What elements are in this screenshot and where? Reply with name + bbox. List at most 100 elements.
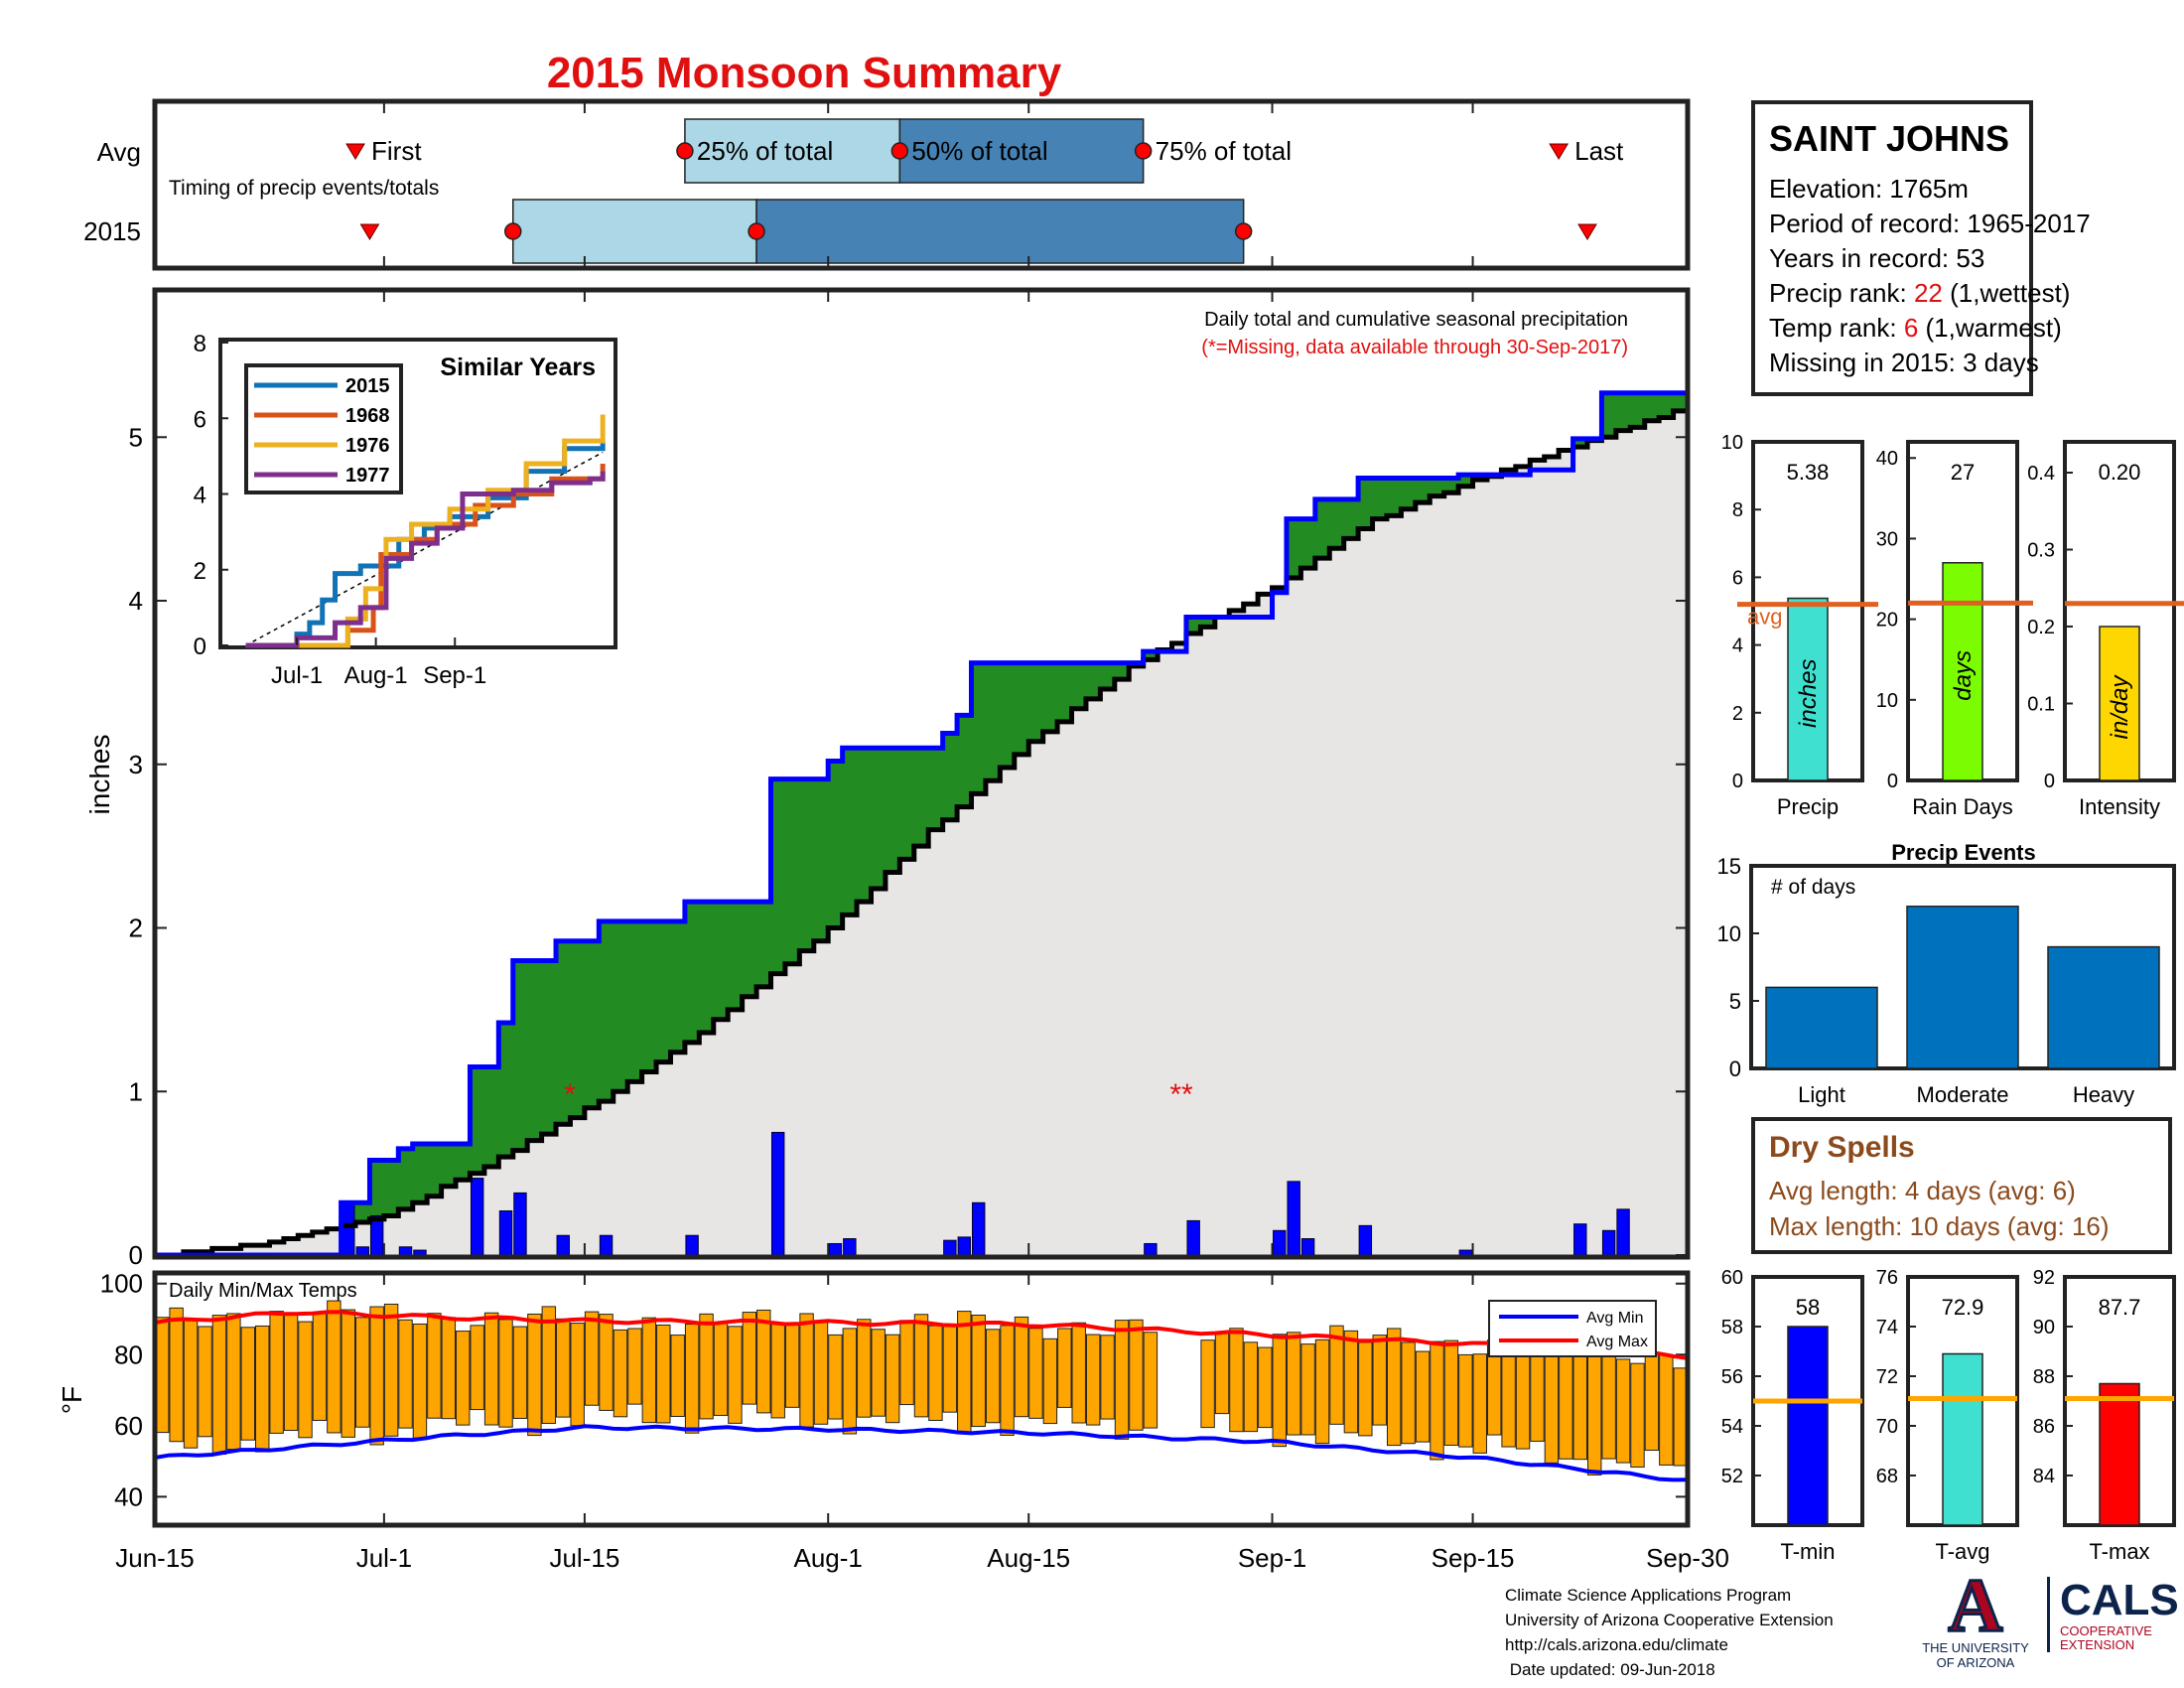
daily-temp-range-bar <box>512 1326 528 1419</box>
daily-temp-range-bar <box>985 1329 1001 1424</box>
temp-y-tick-label: 80 <box>114 1339 143 1369</box>
timing-row-avg: Avg <box>97 137 141 167</box>
surplus-fill <box>456 1143 472 1181</box>
avg-min-line <box>154 1424 1689 1482</box>
inset-legend-label: 2015 <box>345 375 390 397</box>
daily-temp-range-bar <box>770 1324 785 1419</box>
temp-bar-t-min <box>1787 1326 1829 1526</box>
daily-temp-range-bar <box>871 1329 886 1417</box>
surplus-fill <box>398 1148 414 1209</box>
daily-temp-range-bar <box>784 1324 800 1408</box>
daily-temp-range-bar <box>1386 1328 1402 1447</box>
temp-y-tick-label: 100 <box>100 1269 143 1299</box>
temperature-bars: 58 T-min 52 54 56 58 60 72.9 T-avg 68 70 72 74 76 87.7… <box>1721 1267 2176 1564</box>
surplus-fill <box>957 715 973 807</box>
summary-y-tick-label: 30 <box>1876 528 1898 550</box>
inset-series-1968 <box>245 464 606 648</box>
surplus-fill <box>1014 662 1029 755</box>
daily-temp-range-bar <box>799 1313 814 1428</box>
timing-label-last: Last <box>1574 136 1624 166</box>
events-category-label: Light <box>1798 1082 1845 1107</box>
surplus-fill <box>985 662 1001 781</box>
inset-legend-label: 1976 <box>345 435 390 457</box>
legend-avg-max: Avg Max <box>1586 1334 1648 1350</box>
summary-y-tick-label: 20 <box>1876 610 1898 632</box>
x-tick-label: Sep-15 <box>1432 1543 1515 1573</box>
temp-rank: Temp rank: 6 (1,warmest) <box>1769 313 2062 343</box>
surplus-fill <box>1343 498 1359 539</box>
summary-y-tick-label: 10 <box>1876 690 1898 712</box>
temps-title: Daily Min/Max Temps <box>169 1280 357 1302</box>
daily-precip-bar <box>1186 1219 1200 1256</box>
daily-temp-range-bar <box>556 1318 571 1418</box>
daily-temp-range-bar <box>885 1334 900 1424</box>
surplus-fill <box>1358 478 1374 529</box>
surplus-fill <box>1644 392 1660 421</box>
surplus-fill <box>1601 392 1617 438</box>
summary-unit: days <box>1950 650 1977 701</box>
daily-temp-range-bar <box>169 1307 184 1443</box>
daily-precip-bar <box>398 1246 413 1256</box>
events-y-tick-label: 0 <box>1729 1056 1741 1081</box>
daily-temp-range-bar <box>1358 1341 1373 1437</box>
elevation: Elevation: 1765m <box>1769 174 1969 204</box>
surplus-fill <box>1430 478 1445 496</box>
surplus-fill <box>627 920 643 1082</box>
summary-value: 5.38 <box>1787 460 1830 485</box>
surplus-fill <box>770 778 786 974</box>
summary-bar-precip <box>1787 597 1829 781</box>
daily-temp-range-bar <box>527 1313 542 1437</box>
period-of-record: Period of record: 1965-2017 <box>1769 209 2091 238</box>
daily-temp-range-bar <box>541 1306 557 1425</box>
similar-years-inset: 0 2 4 6 8 Jul-1 Aug-1 Sep-1 2015 1968 1976 1977 Sim… <box>194 331 617 689</box>
temp-bar-y-tick-label: 72 <box>1876 1366 1898 1388</box>
surplus-fill <box>756 902 772 987</box>
temp-y-tick-label: 40 <box>114 1481 143 1511</box>
temps-legend: Avg Min Avg Max <box>1488 1300 1657 1357</box>
surplus-fill <box>441 1143 457 1187</box>
summary-y-tick-label: 0 <box>1887 771 1898 792</box>
surplus-fill <box>556 940 572 1125</box>
daily-temp-range-bar <box>355 1317 370 1428</box>
legend-avg-min: Avg Min <box>1586 1310 1644 1327</box>
surplus-fill <box>670 920 686 1053</box>
daily-temp-range-bar <box>1401 1341 1416 1445</box>
surplus-fill <box>713 902 729 1020</box>
summary-y-tick-label: 40 <box>1876 448 1898 470</box>
dry-spells-title: Dry Spells <box>1769 1131 1915 1164</box>
timing-percentile-marker <box>1234 222 1253 240</box>
events-category-label: Moderate <box>1917 1082 2009 1107</box>
summary-y-tick-label: 10 <box>1721 432 1743 454</box>
daily-precip-bar <box>1601 1229 1616 1256</box>
timing-first-last-marker <box>1577 223 1597 240</box>
summary-y-tick-label: 0.1 <box>2027 694 2055 716</box>
surplus-fill <box>728 902 744 1010</box>
timing-percentile-marker <box>1134 142 1153 160</box>
daily-precip-bar <box>972 1201 986 1256</box>
daily-temp-range-bar <box>670 1335 685 1417</box>
surplus-fill <box>1630 392 1646 428</box>
y-tick-label: 4 <box>129 586 143 616</box>
temp-bar-t-avg <box>1942 1352 1983 1526</box>
surplus-fill <box>1200 617 1216 628</box>
dry-avg-length: Avg length: 4 days (avg: 6) <box>1769 1176 2076 1205</box>
timing-box-25-50 <box>684 118 901 184</box>
daily-temp-range-bar <box>470 1325 484 1411</box>
temp-bar-y-tick-label: 88 <box>2033 1366 2055 1388</box>
temp-bar-value: 58 <box>1796 1295 1820 1320</box>
y-tick-label: 0 <box>129 1240 143 1270</box>
precip-ylabel: inches <box>84 735 115 815</box>
daily-temp-range-bar <box>857 1319 872 1418</box>
surplus-fill <box>1042 662 1058 732</box>
surplus-fill <box>942 733 958 820</box>
daily-temp-range-bar <box>1515 1352 1531 1450</box>
daily-temp-range-bar <box>1329 1325 1344 1425</box>
temp-bar-y-tick-label: 84 <box>2033 1466 2055 1487</box>
daily-temp-range-bar <box>599 1314 614 1411</box>
daily-temp-range-bar <box>1443 1339 1459 1446</box>
cumulative-2015-line <box>155 374 1691 1258</box>
x-tick-label: Jul-15 <box>549 1543 619 1573</box>
surplus-fill <box>857 748 873 903</box>
timing-label-p25: 25% of total <box>697 136 833 166</box>
